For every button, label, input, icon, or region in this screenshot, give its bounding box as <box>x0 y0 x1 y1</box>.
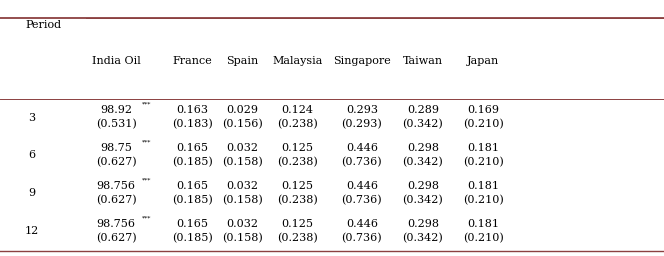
Text: 6: 6 <box>29 150 35 161</box>
Text: 0.165: 0.165 <box>177 143 208 153</box>
Text: 0.163: 0.163 <box>177 105 208 115</box>
Text: 0.293: 0.293 <box>346 105 378 115</box>
Text: (0.736): (0.736) <box>341 195 382 205</box>
Text: 98.92: 98.92 <box>100 105 132 115</box>
Text: 12: 12 <box>25 226 39 236</box>
Text: (0.531): (0.531) <box>96 119 137 130</box>
Text: (0.185): (0.185) <box>172 157 213 167</box>
Text: (0.736): (0.736) <box>341 157 382 167</box>
Text: 0.169: 0.169 <box>467 105 499 115</box>
Text: 0.298: 0.298 <box>407 219 439 229</box>
Text: 0.029: 0.029 <box>226 105 258 115</box>
Text: (0.627): (0.627) <box>96 195 137 205</box>
Text: 0.165: 0.165 <box>177 181 208 191</box>
Text: 3: 3 <box>29 112 35 123</box>
Text: 98.756: 98.756 <box>97 219 135 229</box>
Text: 0.446: 0.446 <box>346 143 378 153</box>
Text: India Oil: India Oil <box>92 56 141 67</box>
Text: (0.342): (0.342) <box>402 119 444 130</box>
Text: 0.181: 0.181 <box>467 181 499 191</box>
Text: (0.293): (0.293) <box>341 119 382 130</box>
Text: (0.158): (0.158) <box>222 233 263 243</box>
Text: (0.210): (0.210) <box>463 233 504 243</box>
Text: 9: 9 <box>29 188 35 198</box>
Text: ***: *** <box>141 140 151 145</box>
Text: (0.210): (0.210) <box>463 195 504 205</box>
Text: (0.210): (0.210) <box>463 119 504 130</box>
Text: Singapore: Singapore <box>333 56 390 67</box>
Text: (0.736): (0.736) <box>341 233 382 243</box>
Text: 98.756: 98.756 <box>97 181 135 191</box>
Text: 0.298: 0.298 <box>407 143 439 153</box>
Text: Taiwan: Taiwan <box>403 56 443 67</box>
Text: (0.342): (0.342) <box>402 157 444 167</box>
Text: 0.181: 0.181 <box>467 219 499 229</box>
Text: (0.185): (0.185) <box>172 233 213 243</box>
Text: (0.627): (0.627) <box>96 157 137 167</box>
Text: 0.124: 0.124 <box>282 105 313 115</box>
Text: 0.032: 0.032 <box>226 143 258 153</box>
Text: (0.627): (0.627) <box>96 233 137 243</box>
Text: (0.183): (0.183) <box>172 119 213 130</box>
Text: France: France <box>173 56 212 67</box>
Text: (0.158): (0.158) <box>222 157 263 167</box>
Text: 98.75: 98.75 <box>100 143 132 153</box>
Text: 0.181: 0.181 <box>467 143 499 153</box>
Text: Spain: Spain <box>226 56 258 67</box>
Text: (0.342): (0.342) <box>402 195 444 205</box>
Text: Japan: Japan <box>467 56 499 67</box>
Text: 0.032: 0.032 <box>226 181 258 191</box>
Text: 0.165: 0.165 <box>177 219 208 229</box>
Text: 0.125: 0.125 <box>282 219 313 229</box>
Text: ***: *** <box>141 102 151 107</box>
Text: (0.238): (0.238) <box>277 119 318 130</box>
Text: (0.238): (0.238) <box>277 233 318 243</box>
Text: 0.125: 0.125 <box>282 181 313 191</box>
Text: (0.238): (0.238) <box>277 157 318 167</box>
Text: ***: *** <box>141 216 151 220</box>
Text: (0.158): (0.158) <box>222 195 263 205</box>
Text: Malaysia: Malaysia <box>272 56 323 67</box>
Text: (0.185): (0.185) <box>172 195 213 205</box>
Text: (0.238): (0.238) <box>277 195 318 205</box>
Text: (0.210): (0.210) <box>463 157 504 167</box>
Text: (0.156): (0.156) <box>222 119 263 130</box>
Text: Period: Period <box>25 20 61 30</box>
Text: 0.298: 0.298 <box>407 181 439 191</box>
Text: (0.342): (0.342) <box>402 233 444 243</box>
Text: 0.289: 0.289 <box>407 105 439 115</box>
Text: 0.125: 0.125 <box>282 143 313 153</box>
Text: 0.446: 0.446 <box>346 219 378 229</box>
Text: 0.032: 0.032 <box>226 219 258 229</box>
Text: 0.446: 0.446 <box>346 181 378 191</box>
Text: ***: *** <box>141 178 151 183</box>
